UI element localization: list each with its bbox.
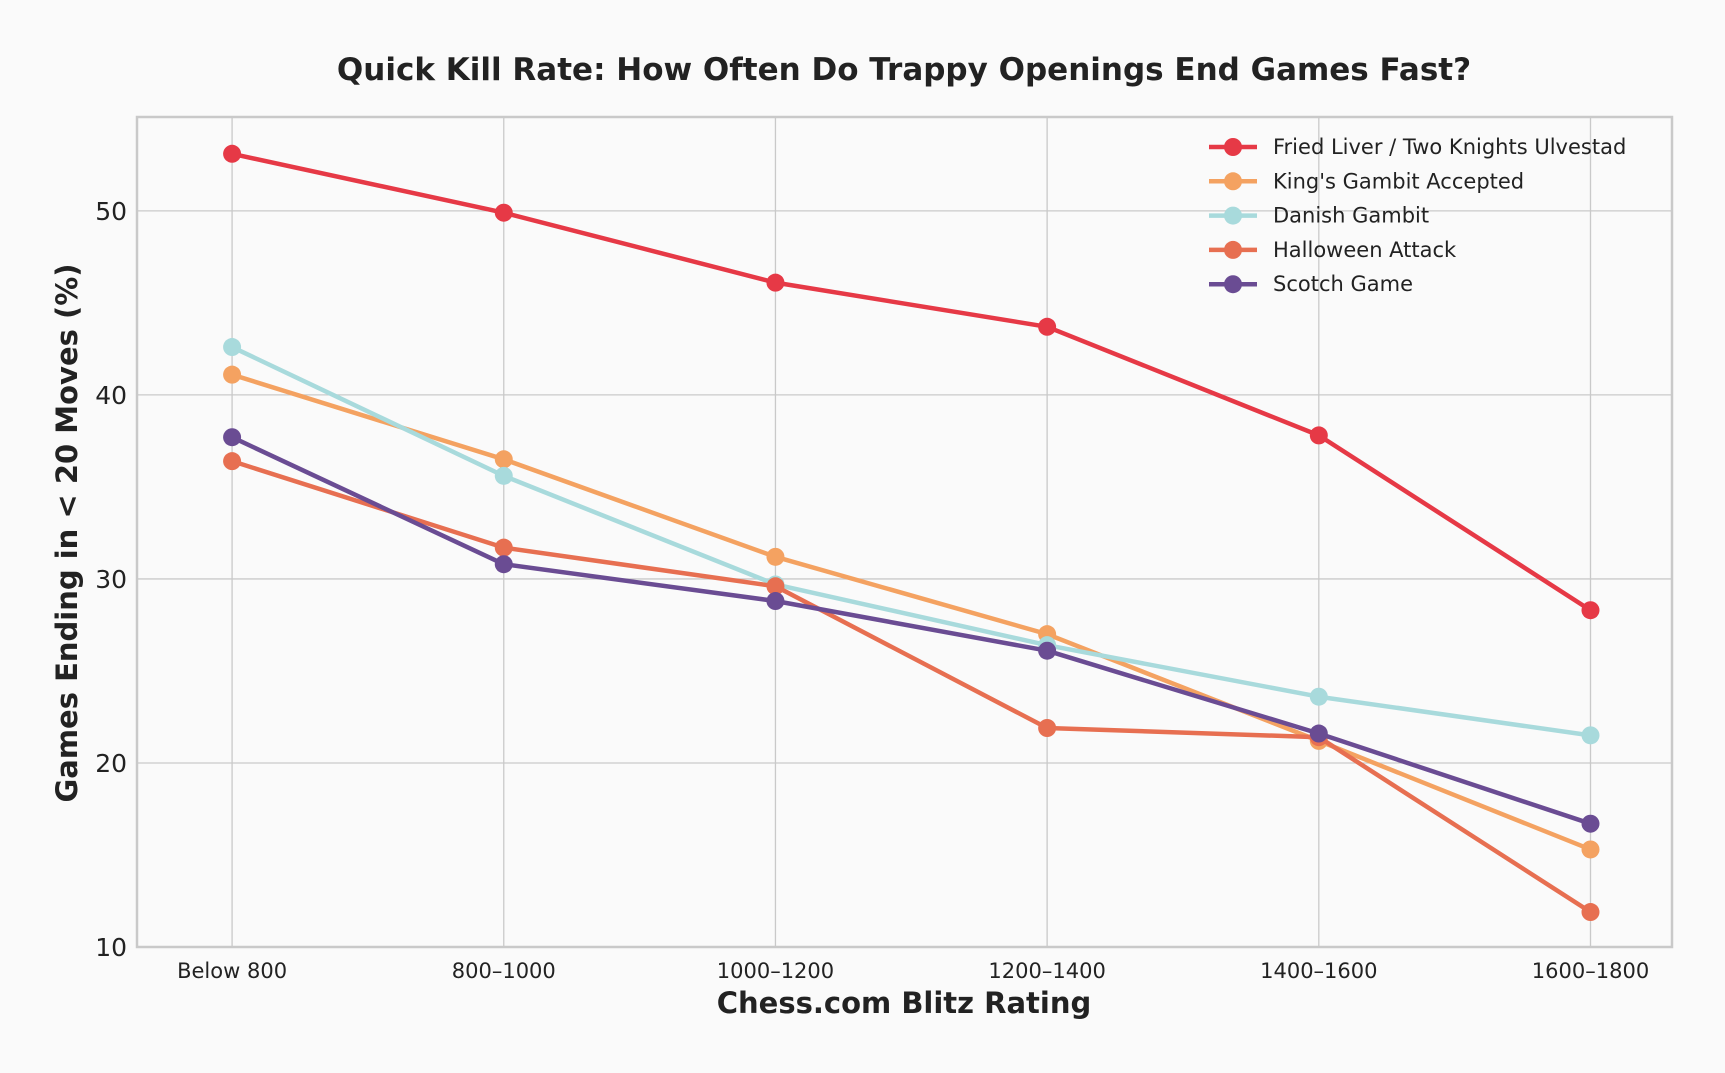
plot-frame	[135, 115, 1674, 949]
data-point	[1581, 903, 1600, 922]
data-point	[1038, 317, 1057, 336]
legend-label: Scotch Game	[1273, 272, 1413, 296]
y-tick-label: 30	[95, 565, 127, 594]
legend-swatch-marker	[1224, 172, 1242, 191]
grid	[137, 117, 1672, 948]
legend-swatch-marker	[1224, 275, 1242, 294]
data-point	[223, 452, 242, 471]
data-point	[494, 466, 513, 485]
legend: Fried Liver / Two Knights Ulvestad King's…	[1209, 135, 1626, 296]
data-point	[766, 547, 785, 566]
legend-item: Scotch Game	[1209, 272, 1413, 296]
x-tick-label: 1400–1600	[1260, 959, 1377, 983]
legend-swatch-marker	[1224, 206, 1242, 225]
data-point	[1309, 426, 1328, 445]
legend-item: Halloween Attack	[1209, 238, 1457, 262]
data-point	[223, 144, 242, 163]
legend-label: Fried Liver / Two Knights Ulvestad	[1273, 135, 1626, 159]
series-line	[229, 344, 1593, 738]
y-tick-label: 50	[95, 197, 127, 226]
data-point	[494, 555, 513, 574]
x-tick-label: 1600–1800	[1532, 959, 1649, 983]
series-line	[229, 434, 1593, 826]
legend-item: Fried Liver / Two Knights Ulvestad	[1209, 135, 1626, 159]
y-tick-label: 40	[95, 381, 127, 410]
x-axis-ticks: Below 800 800–1000 1000–1200 1200–1400 1400–…	[177, 959, 1649, 983]
data-point	[766, 577, 785, 596]
data-point	[766, 273, 785, 292]
data-point	[1038, 641, 1057, 660]
legend-label: King's Gambit Accepted	[1273, 169, 1524, 193]
y-axis-ticks: 10 20 30 40 50	[95, 197, 127, 962]
data-point	[1309, 724, 1328, 743]
y-tick-label: 10	[95, 933, 127, 962]
x-tick-label: 1000–1200	[717, 959, 834, 983]
plot-area: 10 20 30 40 50 Below 800 800–1000 1000–1200 120…	[95, 115, 1674, 983]
legend-label: Halloween Attack	[1273, 238, 1457, 262]
x-tick-label: 800–1000	[452, 959, 556, 983]
x-axis-label: Chess.com Blitz Rating	[717, 986, 1092, 1020]
x-tick-label: 1200–1400	[988, 959, 1105, 983]
y-axis-label: Games Ending in < 20 Moves (%)	[50, 263, 84, 802]
data-point	[223, 338, 242, 357]
data-point	[1038, 718, 1057, 737]
data-point	[766, 592, 785, 611]
legend-swatch-marker	[1224, 138, 1242, 156]
data-point	[1309, 687, 1328, 706]
series-0	[223, 144, 1600, 620]
data-point	[494, 450, 513, 469]
data-point	[223, 365, 242, 384]
data-point	[1581, 726, 1600, 745]
y-tick-label: 20	[95, 749, 127, 778]
data-point	[223, 428, 242, 447]
series-4	[223, 428, 1600, 833]
data-point	[494, 538, 513, 557]
chart-title: Quick Kill Rate: How Often Do Trappy Ope…	[337, 52, 1471, 88]
series-line	[229, 458, 1593, 915]
legend-label: Danish Gambit	[1273, 204, 1429, 228]
legend-item: Danish Gambit	[1209, 204, 1429, 228]
data-point	[494, 203, 513, 222]
series-line	[229, 151, 1593, 613]
data-point	[1581, 840, 1600, 859]
legend-swatch-marker	[1224, 240, 1242, 259]
series-line	[229, 372, 1593, 852]
data-point	[1581, 814, 1600, 833]
x-tick-label: Below 800	[177, 959, 287, 983]
legend-item: King's Gambit Accepted	[1209, 169, 1524, 193]
data-point	[1581, 601, 1600, 620]
series-layer	[223, 144, 1600, 922]
